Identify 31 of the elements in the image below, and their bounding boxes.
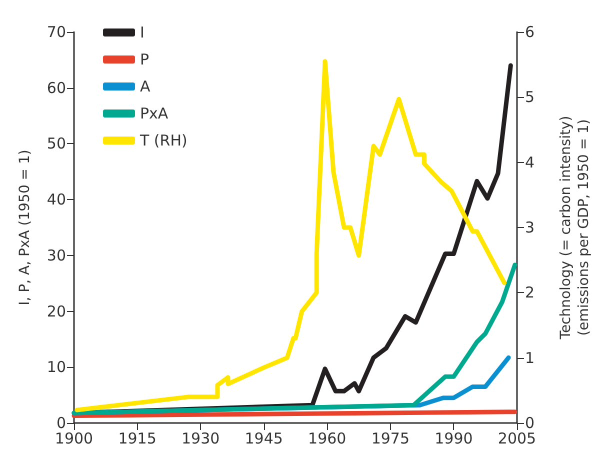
line-series <box>72 262 518 416</box>
y2-axis-title: Technology (= carbon intensity) (emissions per GDP, 1950 = 1) <box>558 116 592 340</box>
legend-label: I <box>140 24 144 42</box>
x-tick-label: 1990 <box>434 430 473 448</box>
y2-tick-label: 2 <box>525 284 535 302</box>
legend-label: A <box>140 78 151 96</box>
x-tick-label: 1915 <box>118 430 156 448</box>
y-axis-title: I, P, A, PxA (1950 = 1) <box>17 150 33 306</box>
x-tick-label: 1930 <box>181 430 220 448</box>
y-tick-label: 0 <box>56 414 66 432</box>
y-tick-label: 60 <box>46 78 66 97</box>
x-tick-label: 2005 <box>498 430 536 448</box>
y2-tick-label: 6 <box>525 23 535 41</box>
y-tick-label: 30 <box>46 246 66 264</box>
y-tick-label: 10 <box>46 358 66 376</box>
x-tick-label: 1975 <box>371 430 410 448</box>
x-tick-label: 1960 <box>308 430 346 448</box>
legend-label: PxA <box>140 104 169 122</box>
y-tick-label: 70 <box>46 23 66 41</box>
y2-tick-label: 4 <box>525 153 535 172</box>
legend-label: P <box>140 50 150 68</box>
y2-tick-label: 0 <box>525 414 535 432</box>
y-tick-label: 50 <box>46 134 66 153</box>
y2-tick-label: 5 <box>525 88 535 106</box>
y2-tick-label: 1 <box>525 348 535 367</box>
x-tick-label: 1900 <box>54 430 94 448</box>
y-tick-label: 40 <box>46 190 66 209</box>
y2-tick-label: 3 <box>525 218 535 236</box>
y-tick-label: 20 <box>46 302 66 320</box>
legend-label: T (RH) <box>139 132 188 150</box>
x-tick-label: 1945 <box>244 430 283 448</box>
